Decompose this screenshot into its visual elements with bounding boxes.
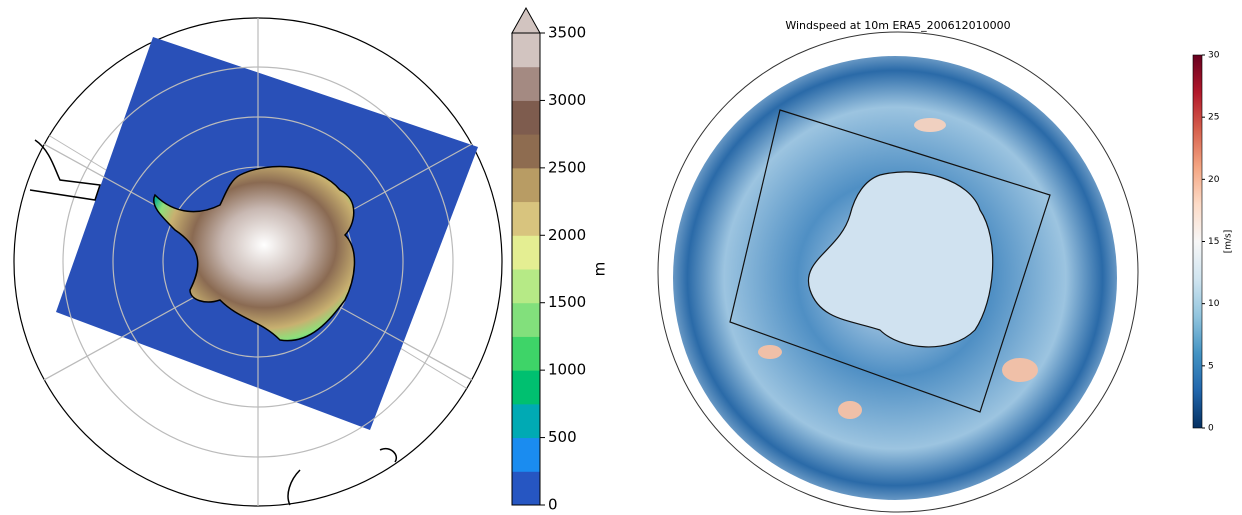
colorbar-segment bbox=[512, 302, 540, 337]
colorbar-segment bbox=[512, 134, 540, 169]
elevation-map bbox=[13, 17, 503, 507]
colorbar-segment bbox=[512, 100, 540, 135]
colorbar-frame bbox=[511, 32, 541, 506]
colorbar-segment bbox=[512, 66, 540, 101]
colorbar-tick-label: 2000 bbox=[548, 226, 586, 244]
colorbar bbox=[1193, 55, 1202, 428]
colorbar-tick-label: 500 bbox=[548, 428, 577, 446]
colorbar-tick-label: 10 bbox=[1208, 299, 1220, 309]
colorbar-tick-label: 25 bbox=[1208, 113, 1219, 123]
colorbar-segment bbox=[512, 336, 540, 371]
colorbar-segment bbox=[512, 370, 540, 405]
colorbar-extension bbox=[511, 6, 541, 34]
colorbar-segment bbox=[512, 33, 540, 68]
colorbar-tick-label: 30 bbox=[1208, 51, 1220, 61]
colorbar-label: m bbox=[591, 262, 609, 277]
windspeed-map bbox=[657, 31, 1139, 513]
colorbar-tick-label: 3500 bbox=[548, 24, 586, 42]
colorbar-tick-label: 2500 bbox=[548, 158, 586, 176]
colorbar-label: [m/s] bbox=[1224, 230, 1234, 254]
colorbar-tick-label: 20 bbox=[1208, 175, 1220, 185]
colorbar-segment bbox=[512, 167, 540, 203]
colorbar-segment bbox=[512, 403, 540, 439]
colorbar-segment bbox=[512, 437, 540, 472]
colorbar-tick-label: 15 bbox=[1208, 237, 1219, 247]
colorbar-tick-label: 3000 bbox=[548, 91, 586, 109]
colorbar-segment bbox=[512, 201, 540, 236]
colorbar-tick-label: 1500 bbox=[548, 293, 586, 311]
colorbar-tick-label: 1000 bbox=[548, 361, 586, 379]
colorbar-segment bbox=[512, 471, 540, 506]
colorbar-tick-label: 5 bbox=[1208, 361, 1214, 371]
colorbar-segment bbox=[512, 235, 540, 270]
colorbar-tick-label: 0 bbox=[548, 496, 558, 514]
colorbar-segment bbox=[512, 269, 540, 304]
map-title: Windspeed at 10m ERA5_200612010000 bbox=[785, 19, 1010, 32]
colorbar-tick-label: 0 bbox=[1208, 424, 1214, 434]
